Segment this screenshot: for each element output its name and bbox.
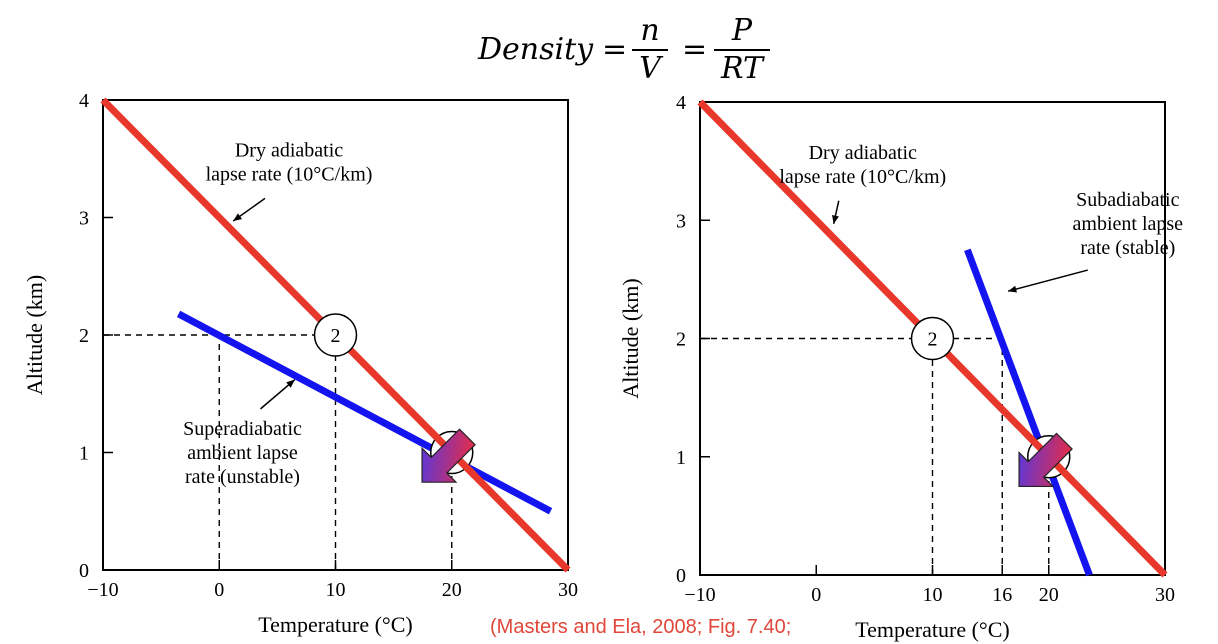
chart-1-ambient-lapse-line <box>964 248 1093 577</box>
chart-0-y-tick-label: 1 <box>79 443 89 465</box>
chart-1-y-tick-label: 3 <box>676 210 686 232</box>
chart-0-ambient-lapse-line <box>176 310 553 515</box>
fraction-numerator-p: P <box>731 13 753 48</box>
chart-0-annotation-text: lapse rate (10°C/km) <box>206 163 373 185</box>
chart-1-parcel-arrow <box>1018 432 1073 488</box>
fraction-bar <box>714 49 770 51</box>
fraction-n-over-v: n V <box>632 14 668 86</box>
chart-0-annotation-arrowhead <box>233 213 242 222</box>
chart-1-x-tick-label: 10 <box>923 584 943 606</box>
chart-0-state-marker-label: 2 <box>331 325 341 347</box>
chart-1-annotation-text: rate (stable) <box>1080 237 1175 259</box>
chart-1-annotation-text: Dry adiabatic <box>809 142 917 164</box>
chart-1-x-tick-label: 0 <box>811 584 821 606</box>
density-equation: Density = n V = P RT <box>470 14 790 94</box>
chart-0-annotation-text: Dry adiabatic <box>235 139 343 161</box>
equals-sign-1: = <box>602 32 628 67</box>
chart-1-x-axis-label: Temperature (°C) <box>855 617 1009 642</box>
fraction-denominator-v: V <box>639 51 661 86</box>
chart-1-y-tick-label: 4 <box>676 92 686 114</box>
chart-0-x-tick-label: −10 <box>87 579 118 601</box>
chart-1-annotation-text: Subadiabatic <box>1076 189 1179 211</box>
chart-1-parcel-arrow-shape <box>1018 432 1073 488</box>
chart-0-y-axis-label: Altitude (km) <box>22 275 47 395</box>
chart-1-y-tick-label: 1 <box>676 447 686 469</box>
chart-1-y-axis-label: Altitude (km) <box>618 278 643 398</box>
chart-0-x-axis-label: Temperature (°C) <box>258 612 412 637</box>
chart-1-annotation-text: lapse rate (10°C/km) <box>779 166 946 188</box>
chart-1-y-tick-label: 0 <box>676 565 686 587</box>
chart-0-y-tick-label: 4 <box>79 90 89 112</box>
chart-1-x-tick-label: −10 <box>684 584 715 606</box>
chart-1-state-marker-label: 2 <box>928 329 938 351</box>
chart-0-annotation-arrowhead <box>286 379 295 388</box>
chart-0-state-marker <box>313 313 358 357</box>
fraction-p-over-rt: P RT <box>714 14 770 86</box>
chart-0-x-tick-label: 0 <box>214 579 224 601</box>
fraction-numerator-n: n <box>640 13 660 48</box>
chart-0-parcel-arrow-shape <box>421 428 476 483</box>
chart-0-y-tick-label: 0 <box>79 560 89 582</box>
chart-0-y-tick-label: 2 <box>79 325 89 347</box>
chart-1-annotation-text: ambient lapse <box>1073 213 1184 235</box>
equation-lhs: Density <box>478 32 594 67</box>
equals-sign-2: = <box>682 32 708 67</box>
chart-1-x-tick-label: 30 <box>1155 584 1175 606</box>
chart-0-annotation-text: Superadiabatic <box>183 418 302 440</box>
chart-1-state-marker <box>910 316 955 361</box>
chart-0-y-tick-label: 3 <box>79 208 89 230</box>
chart-1-x-tick-label: 16 <box>992 584 1012 606</box>
fraction-denominator-rt: RT <box>720 51 764 86</box>
chart-0-annotation-text: ambient lapse <box>187 442 298 464</box>
citation-text: (Masters and Ela, 2008; Fig. 7.40; <box>490 616 792 638</box>
chart-1-y-tick-label: 2 <box>676 329 686 351</box>
chart-1-x-tick-label: 20 <box>1039 584 1059 606</box>
chart-0-x-tick-label: 30 <box>558 579 578 601</box>
chart-1-annotation-arrowhead <box>832 214 839 224</box>
fraction-bar <box>632 49 668 51</box>
chart-1-annotation-arrowhead <box>1008 285 1017 293</box>
chart-0-x-tick-label: 20 <box>442 579 462 601</box>
chart-0-annotation-text: rate (unstable) <box>185 466 300 488</box>
chart-0-parcel-arrow <box>421 428 476 483</box>
chart-0-x-tick-label: 10 <box>326 579 346 601</box>
chart-1-annotation-arrow <box>1007 269 1088 292</box>
